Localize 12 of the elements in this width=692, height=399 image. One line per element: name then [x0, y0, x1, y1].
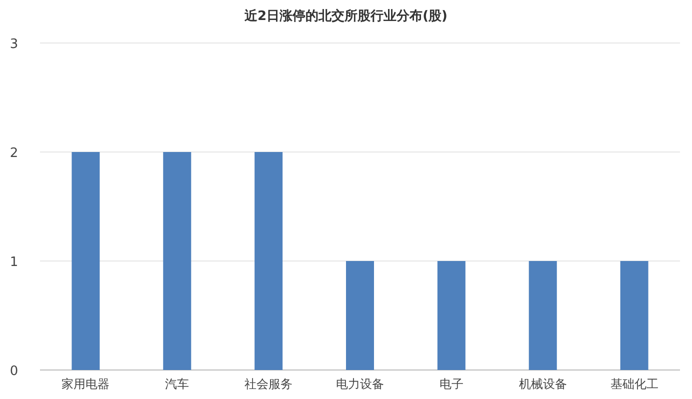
chart-title: 近2日涨停的北交所股行业分布(股)	[244, 8, 448, 24]
x-tick-label: 机械设备	[518, 377, 567, 391]
x-tick-label: 电子	[439, 377, 464, 391]
x-tick-label: 基础化工	[610, 377, 658, 391]
y-tick-label: 0	[10, 364, 18, 379]
x-tick-label: 社会服务	[244, 377, 293, 391]
x-tick-label: 家用电器	[62, 377, 110, 391]
y-tick-label: 1	[10, 255, 18, 270]
x-tick-label: 汽车	[165, 377, 190, 391]
y-tick-label: 2	[10, 146, 18, 161]
x-tick-label: 电力设备	[336, 377, 384, 391]
y-tick-label: 3	[10, 37, 18, 52]
